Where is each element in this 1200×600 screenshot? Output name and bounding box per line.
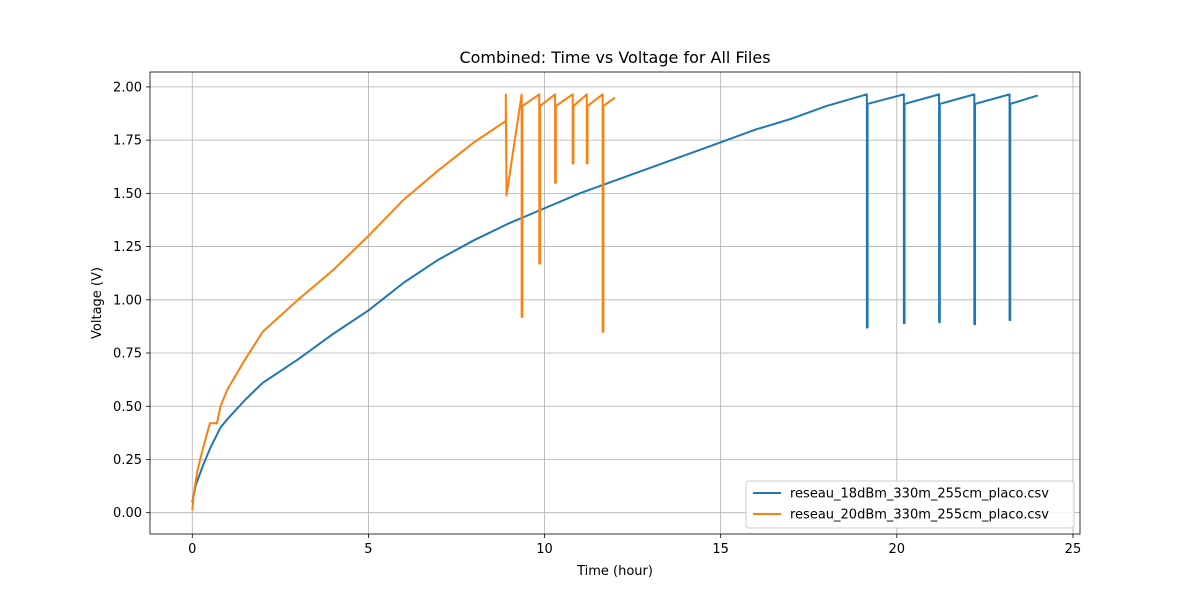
x-tick-label: 15 [712,542,729,557]
x-tick-label: 10 [536,542,553,557]
chart-title: Combined: Time vs Voltage for All Files [459,48,770,67]
series-line-18dbm [191,93,1039,503]
y-axis-label: Voltage (V) [90,267,105,339]
y-tick-label: 0.00 [113,506,142,521]
x-tick-label: 5 [364,542,372,557]
y-tick-label: 0.50 [113,400,142,415]
x-tick-label: 20 [889,542,906,557]
legend: reseau_18dBm_330m_255cm_placo.csv reseau… [745,480,1075,529]
series-line-20dbm [191,93,616,511]
plot-spines [149,71,1081,535]
y-tick-label: 0.25 [113,453,142,468]
y-tick-label: 1.25 [113,240,142,255]
legend-label-20dbm: reseau_20dBm_330m_255cm_placo.csv [790,508,1049,523]
y-tick-label: 1.50 [113,187,142,202]
y-axis: 0.00 0.25 0.50 0.75 1.00 1.25 1.50 1.75 2.00 [113,80,150,521]
legend-label-18dbm: reseau_18dBm_330m_255cm_placo.csv [790,487,1049,502]
series-lines [191,93,1039,511]
x-axis-label: Time (hour) [576,564,653,579]
x-axis: 0 5 10 15 20 25 [188,534,1081,557]
y-tick-label: 2.00 [113,80,142,95]
x-tick-label: 25 [1065,542,1082,557]
y-tick-label: 0.75 [113,347,142,362]
plot-area-background [150,72,1080,534]
legend-box [745,480,1075,529]
y-tick-label: 1.00 [113,293,142,308]
y-tick-label: 1.75 [113,134,142,149]
x-tick-label: 0 [188,542,196,557]
